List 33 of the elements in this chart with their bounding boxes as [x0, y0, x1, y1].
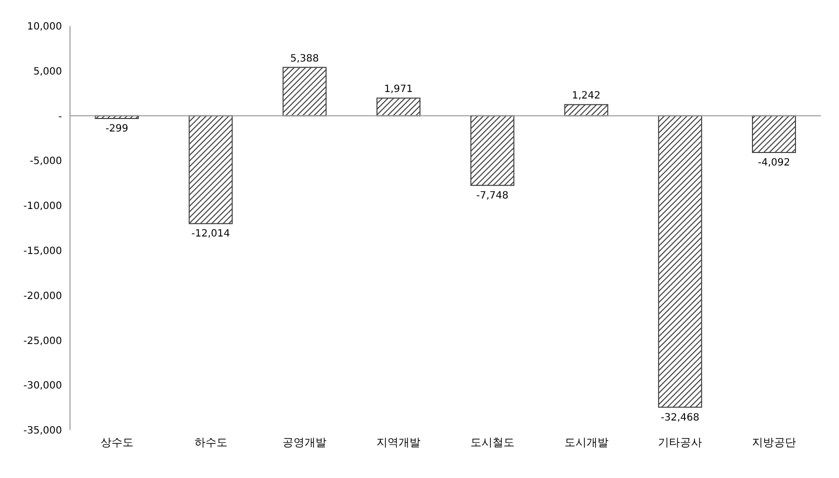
- y-tick-label: -10,000: [23, 201, 62, 212]
- x-tick-label: 도시철도: [470, 436, 514, 449]
- data-label: 5,388: [290, 53, 319, 64]
- bar: [752, 115, 796, 154]
- data-label: 1,971: [384, 84, 413, 96]
- y-tick-label: 10,000: [27, 22, 62, 33]
- y-tick-label: -35,000: [23, 426, 62, 437]
- y-tick-label: -: [58, 111, 62, 122]
- bar: [188, 115, 233, 224]
- y-tick-label: -25,000: [23, 336, 62, 347]
- x-tick-label: 지역개발: [376, 436, 421, 449]
- y-tick-label: -5,000: [30, 156, 62, 168]
- y-tick-label: 5,000: [33, 66, 62, 78]
- data-label: -7,748: [476, 190, 508, 202]
- x-tick-label: 하수도: [194, 436, 228, 449]
- bar: [470, 115, 514, 186]
- bar: [376, 98, 420, 116]
- y-tick-label: -30,000: [23, 380, 62, 392]
- bar: [564, 104, 608, 116]
- x-tick-label: 지방공단: [752, 436, 796, 449]
- data-label: -12,014: [191, 228, 230, 240]
- data-label: 1,242: [572, 90, 601, 102]
- data-label: -4,092: [758, 158, 790, 169]
- x-tick-label: 공영개발: [282, 436, 327, 449]
- data-label: -299: [105, 123, 128, 134]
- x-tick-label: 도시개발: [564, 436, 608, 449]
- bar: [282, 66, 327, 116]
- y-tick-label: -20,000: [23, 290, 62, 302]
- x-tick-label: 상수도: [100, 436, 134, 449]
- y-tick-label: -15,000: [23, 246, 62, 257]
- x-tick-label: 기타공사: [658, 436, 702, 449]
- data-label: -32,468: [660, 412, 700, 424]
- bar: [658, 115, 702, 408]
